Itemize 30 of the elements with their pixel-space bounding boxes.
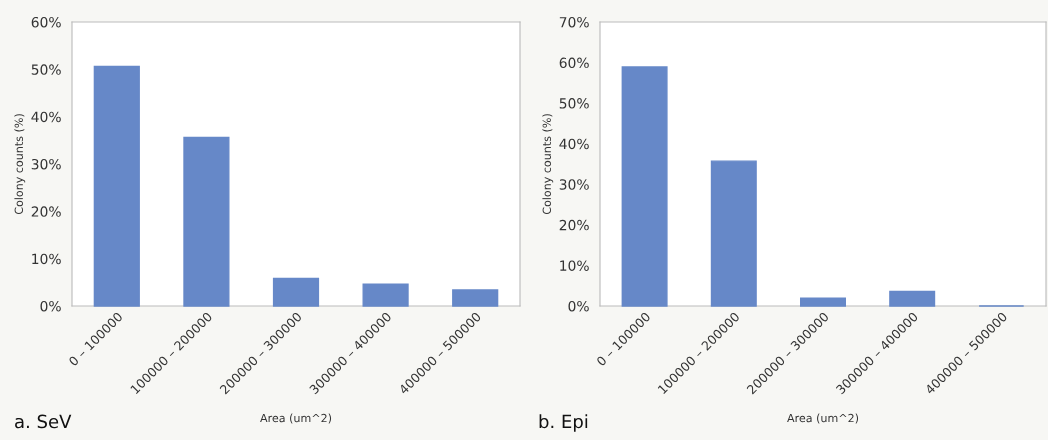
y-tick-label: 20% xyxy=(559,219,589,231)
x-axis-title: Area (um^2) xyxy=(260,413,332,424)
y-tick-label: 30% xyxy=(559,179,589,190)
bar xyxy=(183,136,230,307)
bar xyxy=(272,277,320,307)
bar xyxy=(93,65,140,307)
bar xyxy=(889,290,936,307)
y-tick-label: 10% xyxy=(560,260,589,271)
y-tick-label: 40% xyxy=(559,138,589,150)
bar xyxy=(800,297,846,307)
y-tick-label: 40% xyxy=(31,111,61,123)
bar xyxy=(452,289,499,307)
y-tick-label: 10% xyxy=(32,253,61,265)
y-tick-label: 60% xyxy=(31,16,61,28)
y-tick-label: 0% xyxy=(40,300,61,312)
y-tick-label: 70% xyxy=(559,16,589,28)
bar xyxy=(362,283,409,307)
bar xyxy=(621,66,668,307)
x-axis-title: Area (um^2) xyxy=(787,413,859,424)
y-tick-label: 50% xyxy=(559,98,589,109)
y-tick-label: 60% xyxy=(559,57,589,69)
y-axis-title: Colony counts (%) xyxy=(542,114,554,215)
y-tick-label: 0% xyxy=(568,300,589,312)
text: b. Epi xyxy=(539,414,588,432)
y-tick-label: 20% xyxy=(31,206,61,217)
text: a. SeV xyxy=(15,414,72,429)
y-axis-title: Colony counts (%) xyxy=(14,114,26,215)
bar xyxy=(710,160,757,307)
y-tick-label: 30% xyxy=(31,158,61,170)
y-tick-label: 50% xyxy=(31,64,61,75)
